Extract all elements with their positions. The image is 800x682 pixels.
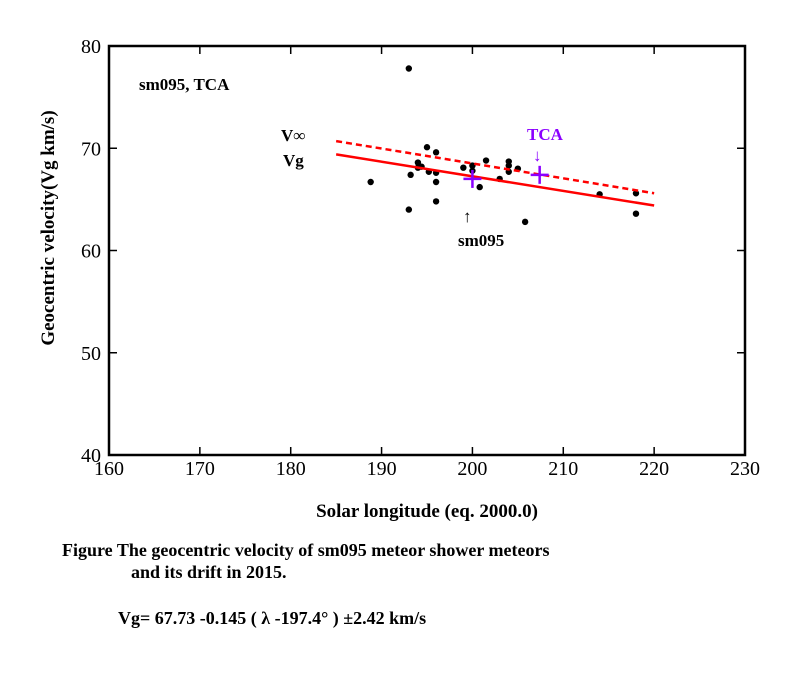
formula: Vg= 67.73 -0.145 ( λ -197.4° ) ±2.42 km/…	[118, 608, 427, 628]
meteor-point	[460, 164, 467, 171]
caption-line-1: Figure The geocentric velocity of sm095 …	[62, 540, 550, 560]
meteor-point	[482, 157, 490, 164]
x-tick-label: 170	[185, 458, 215, 480]
x-tick-label: 190	[367, 458, 397, 480]
sm095-arrow: ↑	[463, 207, 472, 226]
meteor-point	[632, 210, 640, 217]
y-tick-label: 70	[81, 138, 101, 160]
meteor-point	[432, 198, 440, 205]
sm095-label: sm095	[458, 231, 504, 250]
meteor-point	[432, 178, 440, 186]
x-axis-label: Solar longitude (eq. 2000.0)	[316, 501, 538, 522]
y-tick-label: 50	[81, 343, 101, 365]
tca-arrow: ↓	[533, 146, 542, 165]
y-axis-label: Geocentric velocity(Vg km/s)	[38, 110, 59, 345]
plot-layer	[335, 65, 655, 226]
x-tick-label: 220	[639, 458, 669, 480]
meteor-point	[367, 178, 374, 186]
tca-label: TCA	[527, 125, 564, 144]
vg-label: Vg	[283, 151, 304, 170]
y-tick-label: 60	[81, 241, 101, 263]
vg-fit-line	[335, 153, 655, 207]
plot-frame	[107, 44, 747, 457]
y-tick-label: 80	[81, 36, 101, 58]
meteor-point	[423, 144, 431, 151]
radiant-cross-marker	[530, 165, 549, 184]
corner-label: sm095, TCA	[139, 75, 230, 94]
meteor-point	[407, 171, 414, 179]
x-tick-label: 180	[276, 458, 306, 480]
meteor-point	[432, 149, 440, 156]
meteor-point	[521, 218, 529, 226]
velocity-chart: 160 170 180 190 200 210 220 230 40 50 60 70 80 Solar…	[38, 36, 760, 522]
axis-ticks: 160 170 180 190 200 210 220 230 40 50 60 70 80	[81, 36, 760, 480]
v-infinity-line	[335, 139, 655, 195]
x-tick-label: 200	[457, 458, 487, 480]
meteor-point	[505, 162, 512, 169]
y-tick-label: 40	[81, 445, 101, 467]
caption-line-2: and its drift in 2015.	[131, 562, 287, 582]
x-tick-label: 160	[94, 458, 124, 480]
meteor-point	[476, 183, 483, 191]
vinf-label: V∞	[281, 126, 305, 145]
x-tick-label: 230	[730, 458, 760, 480]
meteor-point	[414, 159, 422, 166]
x-tick-label: 210	[548, 458, 578, 480]
meteor-point	[469, 162, 476, 169]
radiant-cross-marker	[463, 169, 482, 188]
meteor-point	[405, 206, 413, 213]
meteor-point	[405, 65, 413, 72]
